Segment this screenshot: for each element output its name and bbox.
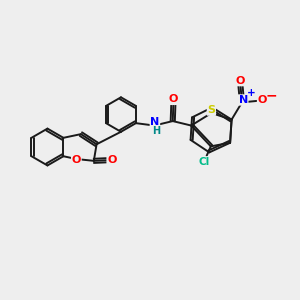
Text: −: − <box>266 88 278 103</box>
Text: O: O <box>236 76 245 86</box>
Text: O: O <box>169 94 178 104</box>
Text: O: O <box>72 155 81 166</box>
Text: O: O <box>107 155 116 165</box>
Text: O: O <box>257 95 267 105</box>
Text: +: + <box>247 88 256 98</box>
Text: H: H <box>152 127 160 136</box>
Text: S: S <box>207 105 215 115</box>
Text: Cl: Cl <box>199 157 210 167</box>
Text: N: N <box>150 117 160 127</box>
Text: N: N <box>238 95 248 105</box>
